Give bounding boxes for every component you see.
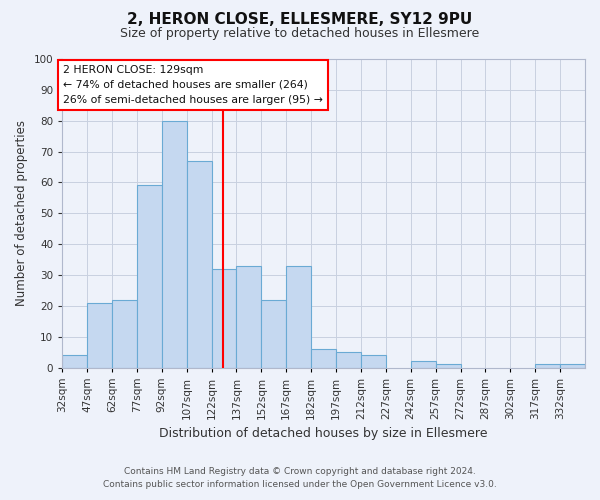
X-axis label: Distribution of detached houses by size in Ellesmere: Distribution of detached houses by size … [160,427,488,440]
Bar [137,186,162,368]
Bar [236,266,262,368]
Bar [286,266,311,368]
Bar [311,349,336,368]
Bar [87,302,112,368]
Bar [262,300,286,368]
Bar [336,352,361,368]
Bar [62,355,87,368]
Y-axis label: Number of detached properties: Number of detached properties [15,120,28,306]
Text: 2, HERON CLOSE, ELLESMERE, SY12 9PU: 2, HERON CLOSE, ELLESMERE, SY12 9PU [127,12,473,28]
Bar [361,355,386,368]
Bar [212,269,236,368]
Bar [187,161,212,368]
Bar [436,364,461,368]
Bar [560,364,585,368]
Bar [162,120,187,368]
Bar [411,362,436,368]
Text: Size of property relative to detached houses in Ellesmere: Size of property relative to detached ho… [121,28,479,40]
Bar [112,300,137,368]
Text: 2 HERON CLOSE: 129sqm
← 74% of detached houses are smaller (264)
26% of semi-det: 2 HERON CLOSE: 129sqm ← 74% of detached … [63,65,323,105]
Bar [535,364,560,368]
Text: Contains HM Land Registry data © Crown copyright and database right 2024.
Contai: Contains HM Land Registry data © Crown c… [103,467,497,489]
